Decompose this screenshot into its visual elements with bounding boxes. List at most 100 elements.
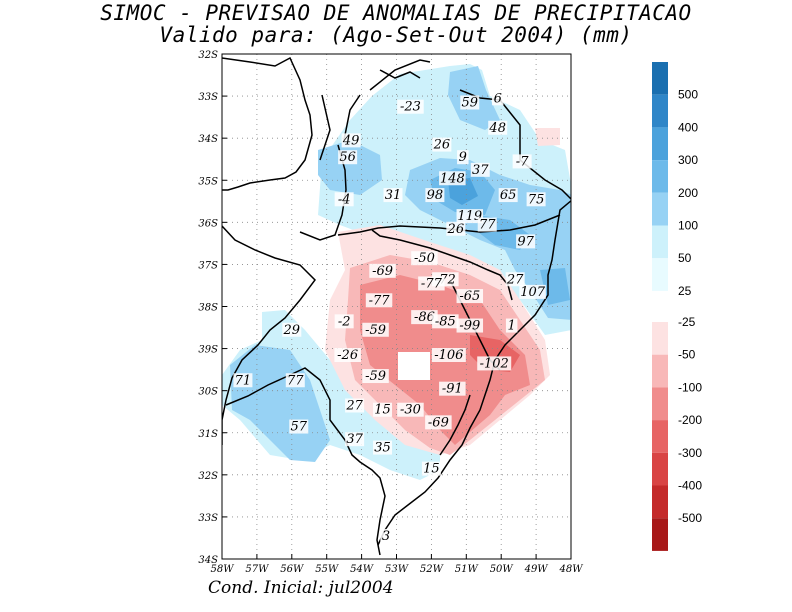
- lat-label: 39S: [198, 345, 218, 356]
- colorbar-label: 200: [678, 186, 698, 200]
- anomaly-value-bg: [457, 150, 469, 165]
- anomaly-value-bg: [397, 99, 424, 114]
- anomaly-value: 6: [494, 91, 502, 106]
- anomaly-value: -59: [365, 369, 386, 384]
- anomaly-value-bg: [505, 318, 518, 333]
- anomaly-value: 75: [528, 192, 545, 207]
- anomaly-value: 15: [374, 403, 391, 418]
- colorbar-positive: 500 400 300 200 100 50 25: [652, 62, 698, 298]
- colorbar-swatch: [652, 160, 668, 193]
- boundary-coast: [377, 89, 571, 546]
- anomaly-value: 98: [427, 188, 444, 203]
- anomaly-value: 27: [345, 399, 363, 414]
- anomaly-value: 35: [374, 441, 391, 456]
- lat-label: 32S: [198, 50, 218, 61]
- field-pink-light-ne: [535, 128, 560, 146]
- anomaly-value: 77: [287, 373, 304, 388]
- colorbar-label: 25: [678, 284, 692, 298]
- lat-label: 37S: [198, 260, 218, 271]
- colorbar-label: -400: [678, 479, 702, 493]
- boundary-lagoa: [439, 394, 471, 456]
- anomaly-value-bg: [334, 348, 361, 362]
- colorbar-label: -50: [678, 348, 696, 362]
- anomaly-field: [222, 64, 571, 480]
- boundary-rs-sc: [371, 229, 513, 301]
- longitude-labels: 58W 57W 56W 55W 54W 53W 52W 51W 50W 49W 48W: [210, 554, 583, 575]
- lat-label: 33S: [198, 92, 218, 103]
- anomaly-value-bg: [439, 171, 466, 186]
- anomaly-value: -102: [480, 356, 509, 371]
- anomaly-value-bg: [526, 192, 546, 207]
- initial-condition-label: Cond. Inicial: jul2004: [208, 578, 394, 598]
- anomaly-value: 29: [283, 323, 301, 338]
- anomaly-value-bg: [341, 133, 361, 148]
- anomaly-value-bg: [289, 419, 309, 434]
- anomaly-value: 26: [433, 138, 451, 153]
- anomaly-value: 77: [479, 218, 496, 233]
- anomaly-value-bg: [362, 322, 389, 337]
- anomaly-value-bg: [456, 318, 484, 333]
- anomaly-value: 27: [506, 272, 524, 287]
- colorbar-swatch: [652, 225, 668, 259]
- lat-label: 34S: [198, 555, 218, 566]
- lat-label: 35S: [198, 176, 218, 187]
- anomaly-value: 9: [459, 150, 467, 165]
- anomaly-value: 1: [508, 319, 516, 334]
- lon-label: 56W: [280, 564, 304, 575]
- colorbar-swatch: [652, 387, 668, 421]
- lon-label: 49W: [524, 564, 549, 575]
- anomaly-value-bg: [446, 221, 466, 236]
- colorbar-label: -100: [678, 380, 702, 394]
- anomaly-value-bg: [498, 188, 518, 203]
- boundary-north: [379, 69, 421, 79]
- anomaly-value: 107: [520, 285, 546, 300]
- anomaly-value: -106: [434, 348, 463, 363]
- anomaly-value: 97: [517, 234, 534, 249]
- anomaly-value: -99: [459, 319, 480, 334]
- anomaly-value: -2: [338, 314, 351, 329]
- colorbar-swatch: [652, 420, 668, 453]
- anomaly-value-bg: [470, 162, 490, 177]
- colorbar-swatch: [652, 518, 668, 551]
- colorbar-swatch: [652, 354, 668, 388]
- colorbar-label: 300: [678, 153, 698, 167]
- anomaly-value-bg: [334, 314, 354, 329]
- colorbar-label: -25: [678, 315, 696, 329]
- colorbar-swatch: [652, 258, 668, 291]
- anomaly-value: 71: [235, 373, 252, 388]
- anomaly-value-bg: [477, 217, 497, 232]
- colorbar-swatch: [652, 127, 668, 161]
- anomaly-value: 37: [346, 432, 363, 447]
- anomaly-value-bg: [380, 528, 392, 543]
- lon-label: 54W: [350, 564, 374, 575]
- anomaly-value-bg: [285, 373, 305, 388]
- anomaly-value-bg: [282, 322, 302, 337]
- lon-label: 52W: [420, 564, 444, 575]
- anomaly-value-bg: [505, 272, 525, 287]
- anomaly-value: -69: [428, 415, 449, 430]
- field-gap: [398, 352, 430, 380]
- anomaly-value: -85: [435, 314, 456, 329]
- lat-label: 32S: [198, 471, 218, 482]
- boundary-uruguay-river: [225, 367, 386, 556]
- anomaly-value: -30: [400, 403, 421, 418]
- boundary-pr-sc: [337, 214, 561, 236]
- anomaly-value-bg: [233, 373, 253, 388]
- anomaly-value-bg: [373, 440, 393, 455]
- colorbar-label: 100: [678, 219, 698, 233]
- anomaly-value: 57: [291, 420, 308, 435]
- colorbar-label: -500: [678, 511, 702, 525]
- anomaly-value-bg: [456, 209, 484, 224]
- lon-label: 58W: [210, 564, 234, 575]
- latitude-labels: 32S 33S 34S 35S 36S 37S 38S 39S 30S 31S 32S 33S 34S: [198, 50, 227, 566]
- anomaly-value: 26: [447, 222, 465, 237]
- anomaly-value-bg: [397, 402, 424, 417]
- anomaly-value-bg: [338, 150, 358, 165]
- colorbar-label: 50: [678, 251, 692, 265]
- anomaly-value-bg: [432, 137, 452, 152]
- colorbar-swatch: [652, 192, 668, 226]
- anomaly-value: -91: [442, 382, 463, 397]
- anomaly-value: -86: [414, 310, 435, 325]
- anomaly-value-bg: [477, 356, 512, 371]
